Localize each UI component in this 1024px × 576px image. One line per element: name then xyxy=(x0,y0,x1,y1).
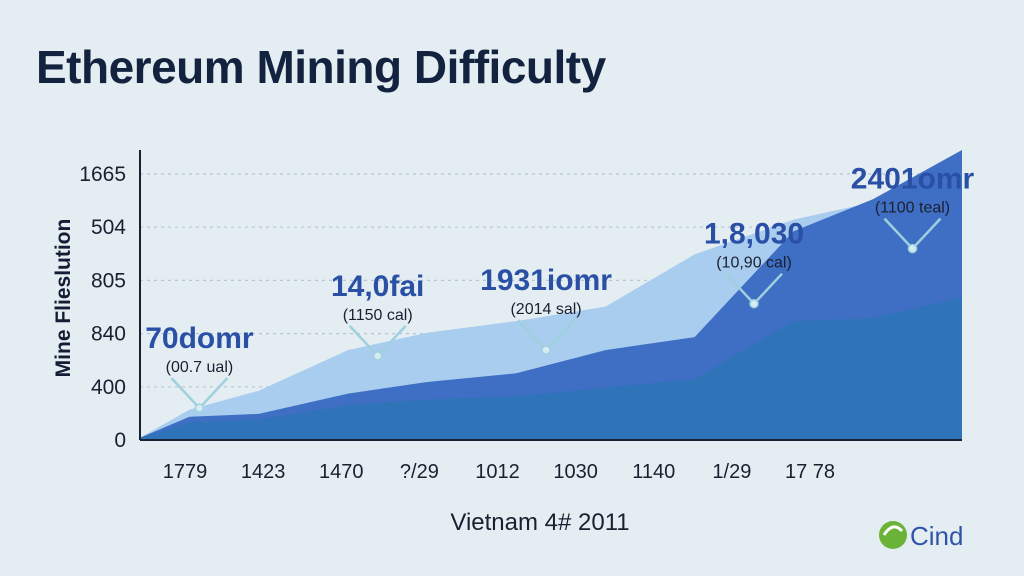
y-axis-label: Mine Flieslution xyxy=(52,219,75,378)
axes xyxy=(139,150,962,441)
annotation: 14,0fai (1150 cal) xyxy=(331,270,424,361)
x-tick-label: 1423 xyxy=(241,461,286,483)
annotation-note: (10,90 cal) xyxy=(716,255,792,272)
logo-swoosh xyxy=(882,525,904,536)
x-tick-label: 1140 xyxy=(632,461,675,483)
area-series xyxy=(140,150,962,441)
x-tick-label: ?/29 xyxy=(400,461,439,483)
x-axis-label: Vietnam 4# 2011 xyxy=(450,509,629,536)
annotations: 70domr (00.7 ual) 14,0fai (1150 cal) 1931iom… xyxy=(145,163,975,413)
annotation-value: 14,0fai xyxy=(331,270,424,303)
y-tick-label: 840 xyxy=(91,323,126,346)
annotation-value: 2401omr xyxy=(851,163,975,196)
brand-logo: Cind xyxy=(879,521,963,551)
annotation-dot xyxy=(372,351,383,361)
logo-mark-icon xyxy=(879,521,907,549)
annotation: 1931iomr (2014 sal) xyxy=(480,264,612,355)
x-tick-label: 1470 xyxy=(319,461,364,483)
x-tick-label: 1012 xyxy=(475,461,520,483)
x-tick-label: 1/29 xyxy=(712,461,751,483)
y-tick-label: 504 xyxy=(91,216,126,239)
annotation-value: 1,8,030 xyxy=(704,218,804,251)
annotation: 1,8,030 (10,90 cal) xyxy=(704,218,804,309)
y-tick-label: 0 xyxy=(114,429,126,452)
annotation-note: (00.7 ual) xyxy=(166,359,234,376)
annotation-note: (2014 sal) xyxy=(510,301,581,318)
y-tick-labels: 0 400 840 805 504 1665 xyxy=(79,163,126,452)
annotation-dot xyxy=(194,403,205,413)
annotation-value: 70domr xyxy=(145,322,254,355)
annotation-dot xyxy=(907,243,918,254)
x-tick-label: 17 78 xyxy=(785,461,835,483)
chart-title: Ethereum Mining Difficulty xyxy=(36,41,606,93)
annotation-dot xyxy=(749,298,759,309)
x-tick-label: 1779 xyxy=(163,461,208,483)
y-tick-label: 805 xyxy=(91,269,126,292)
annotation: 70domr (00.7 ual) xyxy=(145,322,254,413)
annotation-note: (1100 teal) xyxy=(875,200,950,217)
annotation: 2401omr (1100 teal) xyxy=(851,163,975,254)
logo-text: Cind xyxy=(910,521,963,551)
y-tick-label: 1665 xyxy=(79,163,126,186)
x-tick-label: 1030 xyxy=(553,461,598,483)
annotation-value: 1931iomr xyxy=(480,264,612,297)
annotation-note: (1150 cal) xyxy=(343,307,413,324)
annotation-dot xyxy=(541,345,551,355)
area-layer-dark xyxy=(140,297,962,440)
x-tick-labels: 1779 1423 1470 ?/29 1012 1030 1140 1/29 17 78 xyxy=(163,461,835,483)
y-tick-label: 400 xyxy=(91,376,126,399)
